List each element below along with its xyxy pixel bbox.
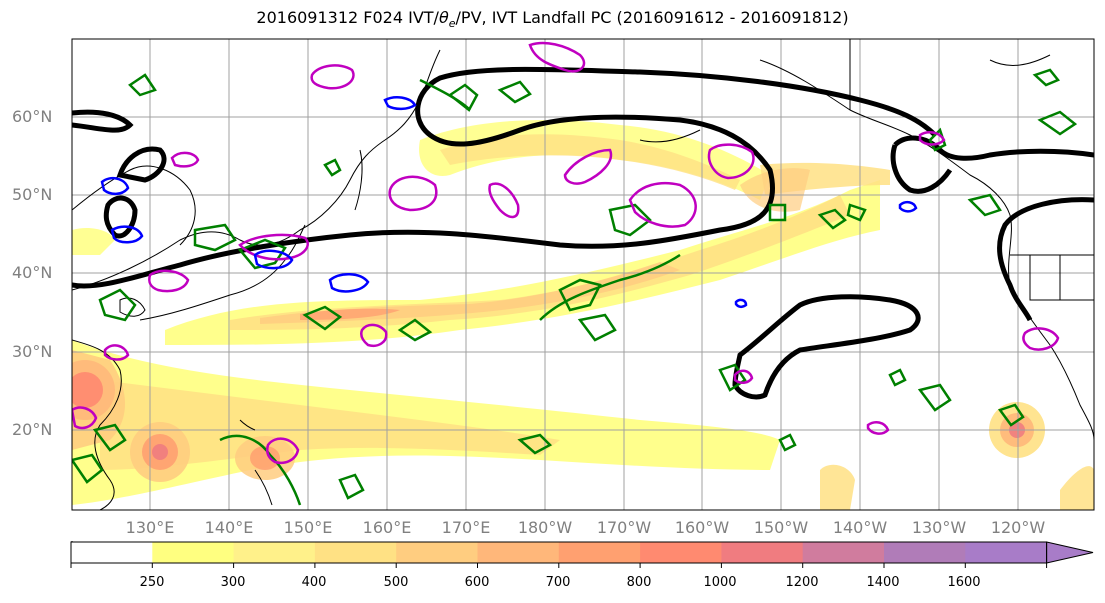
lat-label-40: 40°N <box>12 263 53 282</box>
title-suffix: /PV, IVT Landfall PC (2016091612 - 20160… <box>455 8 849 27</box>
lon-label-170e: 170°E <box>441 518 491 537</box>
colorbar-segment <box>477 542 560 563</box>
lat-label-20: 20°N <box>12 420 53 439</box>
lon-label-160e: 160°E <box>362 518 412 537</box>
lon-label-140w: 140°W <box>832 518 888 537</box>
lon-label-150e: 150°E <box>283 518 333 537</box>
colorbar-tick-600: 600 <box>464 575 490 590</box>
colorbar-tick-700: 700 <box>545 575 571 590</box>
map-frame <box>71 38 1095 511</box>
title-prefix: 2016091312 F024 IVT/ <box>256 8 439 27</box>
lon-label-120w: 120°W <box>990 518 1046 537</box>
colorbar-segment <box>233 542 316 563</box>
colorbar-tick-500: 500 <box>383 575 409 590</box>
colorbar-segment <box>558 542 641 563</box>
lon-label-130e: 130°E <box>125 518 175 537</box>
colorbar-tick-1200: 1200 <box>785 575 819 590</box>
colorbar-tick-1600: 1600 <box>947 575 981 590</box>
colorbar-segment <box>314 542 397 563</box>
colorbar-tick-1400: 1400 <box>866 575 900 590</box>
lon-label-130w: 130°W <box>911 518 967 537</box>
colorbar-segment <box>721 542 804 563</box>
colorbar-tick-800: 800 <box>626 575 652 590</box>
lat-label-50: 50°N <box>12 185 53 204</box>
colorbar-segment <box>965 542 1048 563</box>
colorbar-segment <box>802 542 885 563</box>
colorbar-segment <box>396 542 478 563</box>
lon-label-160w: 160°W <box>674 518 730 537</box>
colorbar-tick-250: 250 <box>139 575 165 590</box>
lon-label-180w: 180°W <box>517 518 573 537</box>
colorbar-tick-400: 400 <box>301 575 327 590</box>
colorbar-tick-300: 300 <box>220 575 246 590</box>
colorbar-segment <box>640 542 722 563</box>
theta-e-contours <box>72 68 1078 506</box>
colorbar-segment <box>71 542 153 563</box>
ivt-shading <box>72 120 1094 510</box>
colorbar-extend-arrow <box>1046 541 1094 564</box>
colorbar-tick-1000: 1000 <box>703 575 737 590</box>
colorbar-segment <box>152 542 235 563</box>
pv-blue-contours <box>100 96 918 309</box>
ivt-pc-contour <box>72 66 1094 400</box>
title-theta: θ <box>438 8 449 27</box>
title-theta-sub: e <box>448 17 456 31</box>
lon-label-140e: 140°E <box>204 518 254 537</box>
lat-label-30: 30°N <box>12 342 53 361</box>
lon-label-150w: 150°W <box>753 518 809 537</box>
lon-label-170w: 170°W <box>596 518 652 537</box>
map-title: 2016091312 F024 IVT/θe/PV, IVT Landfall … <box>0 8 1105 30</box>
coastlines <box>72 39 1094 510</box>
pv-magenta-contours <box>72 41 1060 465</box>
colorbar <box>70 541 1094 568</box>
lat-label-60: 60°N <box>12 107 53 126</box>
colorbar-segment <box>884 542 966 563</box>
